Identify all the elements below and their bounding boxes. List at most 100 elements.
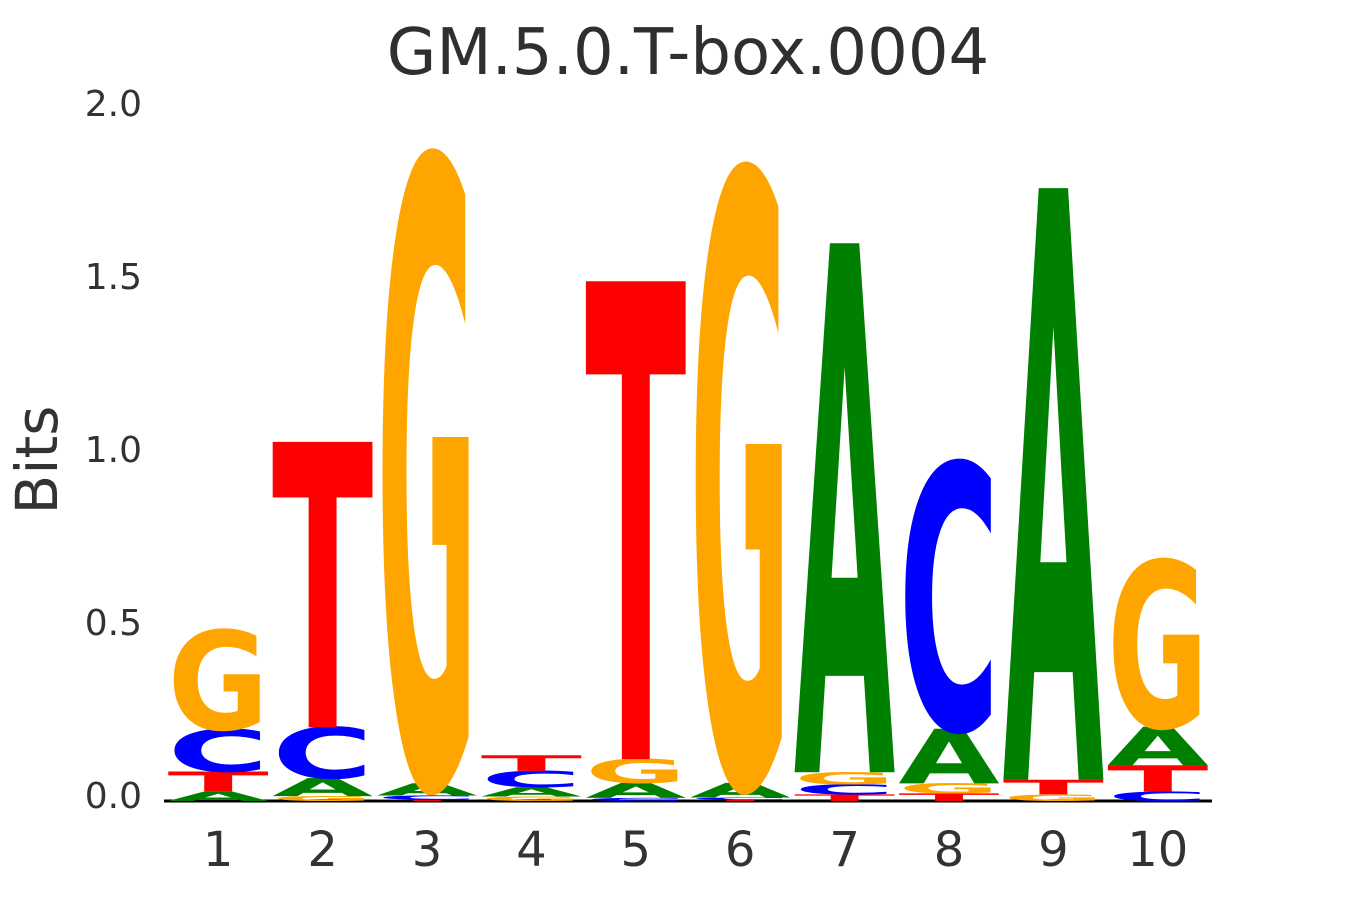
svg-text:T: T [1003, 776, 1104, 800]
logo-letter-C: C [1107, 789, 1208, 804]
logo-letter-C: C [690, 797, 791, 800]
svg-text:C: C [272, 713, 373, 795]
svg-text:C: C [898, 392, 999, 816]
logo-letter-T: T [1107, 758, 1209, 800]
logo-letter-G: G [1107, 515, 1208, 782]
x-tick-label: 10 [1127, 822, 1189, 878]
logo-letter-A: A [168, 789, 270, 804]
logo-letter-T: T [168, 766, 270, 798]
logo-letter-G: G [481, 795, 582, 802]
logo-letter-G: G [376, 0, 477, 900]
logo-letter-C: C [794, 782, 895, 798]
svg-text:T: T [585, 151, 687, 900]
logo-letter-C: C [376, 794, 477, 801]
svg-text:A: A [690, 779, 791, 803]
svg-text:G: G [1107, 515, 1208, 782]
logo-letter-C: C [272, 713, 373, 795]
svg-text:A: A [794, 100, 896, 900]
svg-text:G: G [376, 0, 477, 900]
logo-letter-T: T [794, 793, 896, 804]
logo-letter-T: T [898, 791, 1000, 803]
y-tick-label: 1.0 [84, 430, 142, 471]
x-tick-label: 2 [307, 822, 338, 878]
logo-letter-T: T [690, 799, 791, 801]
logo-letter-A: A [376, 780, 477, 799]
x-tick-label: 1 [202, 822, 234, 878]
logo-letter-T: T [585, 151, 687, 900]
svg-text:A: A [898, 714, 1000, 801]
svg-text:T: T [794, 793, 896, 804]
x-tick-label: 5 [620, 822, 652, 878]
logo-letter-C: C [168, 718, 269, 785]
logo-letter-A: A [690, 779, 791, 803]
svg-text:A: A [272, 773, 374, 802]
svg-text:G: G [794, 769, 895, 788]
chart-title: GM.5.0.T-box.0004 [386, 16, 990, 90]
svg-text:A: A [168, 789, 270, 804]
logo-letter-G: G [1003, 793, 1104, 804]
svg-text:A: A [481, 785, 583, 800]
logo-letter-C: C [898, 392, 999, 816]
svg-text:A: A [1003, 27, 1105, 900]
y-tick-label: 0.0 [84, 776, 142, 817]
svg-text:A: A [1107, 716, 1209, 778]
svg-text:G: G [272, 795, 373, 803]
svg-text:C: C [794, 782, 895, 798]
logo-letter-T: T [1003, 776, 1104, 800]
logo-letter-G: G [585, 753, 686, 791]
logo-letter-T: T [376, 799, 477, 801]
y-tick-label: 1.5 [84, 257, 142, 298]
x-tick-label: 6 [724, 822, 756, 878]
x-tick-label: 7 [829, 822, 860, 878]
svg-text:G: G [898, 781, 999, 797]
svg-text:T: T [272, 365, 374, 821]
logo-letter-G: G [272, 795, 373, 803]
logo-letter-A: A [794, 100, 896, 900]
logo-letter-T: T [481, 751, 582, 776]
x-tick-label: 8 [933, 822, 965, 878]
logo-letter-G: G [898, 781, 999, 797]
svg-text:T: T [690, 799, 791, 801]
logo-letter-G: G [794, 769, 895, 788]
svg-text:T: T [481, 751, 582, 776]
svg-text:G: G [168, 603, 269, 762]
svg-text:T: T [898, 791, 1000, 803]
svg-text:C: C [376, 794, 477, 801]
logo-letter-G: G [168, 603, 269, 762]
svg-text:G: G [585, 753, 686, 791]
svg-text:T: T [1107, 758, 1209, 800]
logo-letter-A: A [481, 785, 583, 800]
logo-stack-position-9: GTA [1003, 27, 1105, 900]
logo-letter-C: C [481, 766, 582, 792]
svg-text:C: C [481, 766, 582, 792]
svg-text:A: A [376, 780, 477, 799]
x-tick-label: 3 [411, 822, 443, 878]
svg-text:G: G [1003, 793, 1104, 804]
x-tick-label: 4 [516, 822, 547, 878]
logo-letter-A: A [585, 779, 686, 803]
svg-text:G: G [690, 6, 791, 900]
svg-text:G: G [481, 795, 582, 802]
logo-letter-T: T [272, 365, 374, 821]
logo-letter-A: A [898, 714, 1000, 801]
logo-letter-A: A [272, 773, 374, 802]
logo-letter-C: C [585, 797, 686, 802]
svg-text:A: A [585, 779, 686, 803]
logo-letter-G: G [690, 6, 791, 900]
y-tick-label: 0.5 [84, 603, 142, 644]
logo-letter-A: A [1107, 716, 1209, 778]
svg-text:T: T [376, 799, 477, 801]
x-tick-label: 9 [1038, 822, 1069, 878]
x-axis-line [164, 799, 1212, 803]
svg-text:C: C [585, 797, 686, 802]
svg-text:C: C [690, 797, 791, 800]
